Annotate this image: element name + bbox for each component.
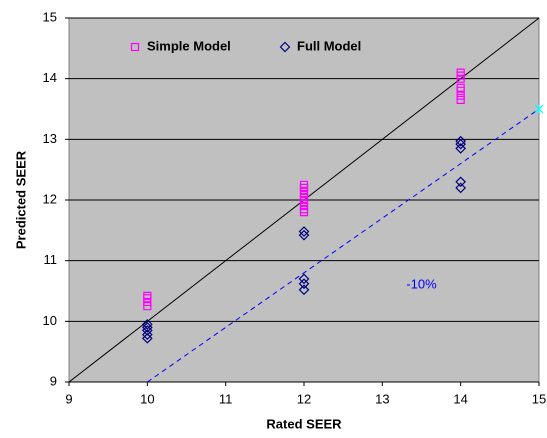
- point: [299, 195, 309, 205]
- point: [143, 297, 152, 307]
- point: [455, 143, 467, 154]
- point: [456, 86, 465, 95]
- y-tick-label: 12: [43, 191, 57, 206]
- point: [298, 278, 310, 290]
- legend-marker: [279, 41, 291, 53]
- point: [299, 189, 309, 199]
- x-tick-label: 12: [297, 391, 311, 406]
- point: [299, 192, 309, 202]
- point: [141, 329, 153, 341]
- point: [299, 201, 309, 211]
- point: [456, 83, 465, 92]
- annotation: -10%: [406, 276, 437, 291]
- point: [456, 74, 465, 83]
- point: [298, 226, 310, 237]
- point: [456, 91, 465, 100]
- legend-label: Simple Model: [147, 38, 231, 53]
- y-tick-label: 9: [50, 373, 57, 388]
- point: [455, 182, 467, 194]
- point: [298, 284, 310, 296]
- y-tick-label: 11: [44, 252, 58, 267]
- point: [141, 319, 153, 330]
- point: [455, 176, 467, 188]
- y-axis-label: Predicted SEER: [13, 150, 28, 249]
- point: [456, 68, 465, 77]
- point: [299, 205, 309, 214]
- point: [299, 208, 309, 217]
- reference-line-marker: [534, 104, 544, 114]
- y-tick-label: 13: [43, 131, 57, 146]
- legend-marker: [130, 42, 140, 52]
- point: [299, 183, 309, 192]
- x-tick-label: 11: [219, 391, 233, 406]
- point: [143, 302, 152, 311]
- y-tick-label: 10: [43, 313, 57, 328]
- x-axis-label: Rated SEER: [266, 416, 342, 431]
- point: [299, 186, 309, 195]
- point: [455, 135, 467, 147]
- point: [299, 180, 309, 189]
- point: [456, 71, 465, 80]
- reference-line: [147, 108, 540, 383]
- legend-label: Full Model: [297, 38, 361, 53]
- x-tick-label: 13: [375, 391, 389, 406]
- point: [143, 291, 152, 300]
- y-tick-label: 15: [43, 9, 57, 24]
- x-tick-label: 15: [532, 391, 546, 406]
- x-tick-label: 9: [65, 391, 72, 406]
- x-tick-label: 14: [453, 391, 467, 406]
- point: [299, 198, 309, 208]
- x-tick-label: 10: [140, 391, 154, 406]
- point: [298, 273, 310, 285]
- point: [456, 95, 465, 104]
- y-tick-label: 14: [43, 70, 57, 85]
